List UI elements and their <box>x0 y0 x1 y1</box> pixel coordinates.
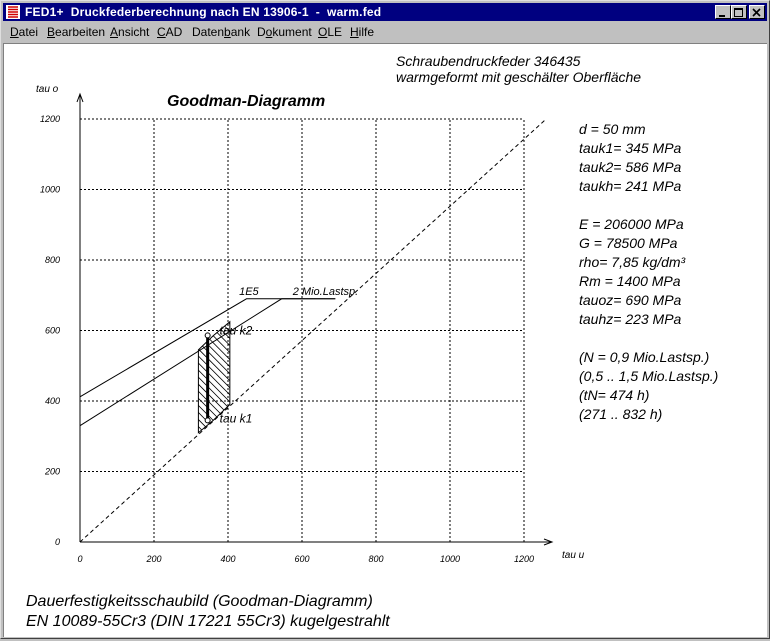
menu-ole[interactable]: OLE <box>318 25 343 39</box>
param-line: rho= 7,85 kg/dm³ <box>579 254 686 270</box>
hatch-lines <box>198 321 230 433</box>
y-tick-label: 600 <box>45 326 60 336</box>
menu-dokument[interactable]: Dokument <box>257 25 312 39</box>
close-icon <box>752 8 761 17</box>
x-tick-label: 400 <box>220 554 235 564</box>
annotations: tau k1 tau k2 <box>204 323 253 425</box>
param-line: Rm = 1400 MPa <box>579 273 681 289</box>
x-tick-label: 200 <box>145 554 161 564</box>
x-tick-label: 600 <box>294 554 309 564</box>
y-tick-label: 1000 <box>40 185 60 195</box>
chart-series: 1E5 2 Mio.Lastsp. <box>79 118 547 543</box>
tau-k2-label: tau k2 <box>220 323 253 337</box>
y-tick-label: 800 <box>45 255 60 265</box>
hatched-region <box>197 320 231 434</box>
spring-app-icon <box>6 5 20 19</box>
x-tick-label: 0 <box>77 554 82 564</box>
param-line: tauoz= 690 MPa <box>579 292 682 308</box>
y-tick-label: 1200 <box>40 114 60 124</box>
y-tick-label: 400 <box>45 396 60 406</box>
menu-ansicht[interactable]: Ansicht <box>110 25 150 39</box>
y-axis-label: tau o <box>36 84 59 95</box>
param-line: taukh= 241 MPa <box>579 178 682 194</box>
chart-canvas: 0 200 400 600 800 1000 1200 0 200 400 600 800 1000 12… <box>3 43 767 637</box>
chart-grid <box>80 118 525 542</box>
param-line: tauhz= 223 MPa <box>579 311 682 327</box>
tau-k1-marker <box>204 417 211 424</box>
param-line: G = 78500 MPa <box>579 235 678 251</box>
x-axis-label: tau u <box>562 550 585 561</box>
x-tick-label: 1000 <box>440 554 460 564</box>
param-line: (271 .. 832 h) <box>579 406 662 422</box>
close-button[interactable] <box>749 5 765 19</box>
maximize-button[interactable] <box>731 5 747 19</box>
footer-line2: EN 10089-55Cr3 (DIN 17221 55Cr3) kugelge… <box>26 613 390 630</box>
tick-labels: 0 200 400 600 800 1000 1200 0 200 400 600 800 1000 12… <box>40 114 534 564</box>
footer-line1: Dauerfestigkeitsschaubild (Goodman-Diagr… <box>26 593 373 610</box>
series-label-1e5: 1E5 <box>239 286 259 298</box>
param-line: tauk2= 586 MPa <box>579 159 682 175</box>
tau-k2-marker <box>204 332 211 339</box>
menu-cad[interactable]: CAD <box>157 25 183 39</box>
menu-datenbank[interactable]: Datenbank <box>192 25 251 39</box>
series-line-1 <box>79 298 336 427</box>
y-tick-label: 200 <box>44 467 60 477</box>
chart-title: Goodman-Diagramm <box>167 93 325 110</box>
x-tick-label: 1200 <box>514 554 534 564</box>
maximize-icon <box>734 8 743 17</box>
menu-bearbeiten[interactable]: Bearbeiten <box>47 25 106 39</box>
goodman-diagram: 0 200 400 600 800 1000 1200 0 200 400 600 800 1000 12… <box>26 53 718 630</box>
param-line: (tN= 474 h) <box>579 387 649 403</box>
y-tick-label: 0 <box>55 537 60 547</box>
x-tick-label: 800 <box>368 554 383 564</box>
title-bar[interactable]: FED1+ Druckfederberechnung nach EN 13906… <box>3 3 767 21</box>
chart-axes <box>76 92 554 546</box>
param-line: (0,5 .. 1,5 Mio.Lastsp.) <box>579 368 718 384</box>
spring-description: warmgeformt mit geschälter Oberfläche <box>396 69 641 85</box>
menu-hilfe[interactable]: Hilfe <box>350 25 375 39</box>
y-axis-arrow <box>76 92 84 103</box>
x-axis-arrow <box>543 538 554 546</box>
series-label-2mio: 2 Mio.Lastsp. <box>292 286 358 298</box>
param-line: d = 50 mm <box>579 121 646 137</box>
menu-bar: Datei Bearbeiten Ansicht CAD Datenbank Dokume… <box>3 22 767 42</box>
minimize-button[interactable] <box>715 5 731 19</box>
spring-name: Schraubendruckfeder 346435 <box>396 53 581 69</box>
minimize-icon <box>719 15 725 17</box>
menu-datei[interactable]: Datei <box>10 25 39 39</box>
window-title: FED1+ Druckfederberechnung nach EN 13906… <box>25 5 382 19</box>
param-line: (N = 0,9 Mio.Lastsp.) <box>579 349 709 365</box>
param-line: tauk1= 345 MPa <box>579 140 682 156</box>
parameter-list: d = 50 mm tauk1= 345 MPa tauk2= 586 MPa tau… <box>579 121 718 422</box>
param-line: E = 206000 MPa <box>579 216 684 232</box>
tau-k1-label: tau k1 <box>220 411 253 425</box>
